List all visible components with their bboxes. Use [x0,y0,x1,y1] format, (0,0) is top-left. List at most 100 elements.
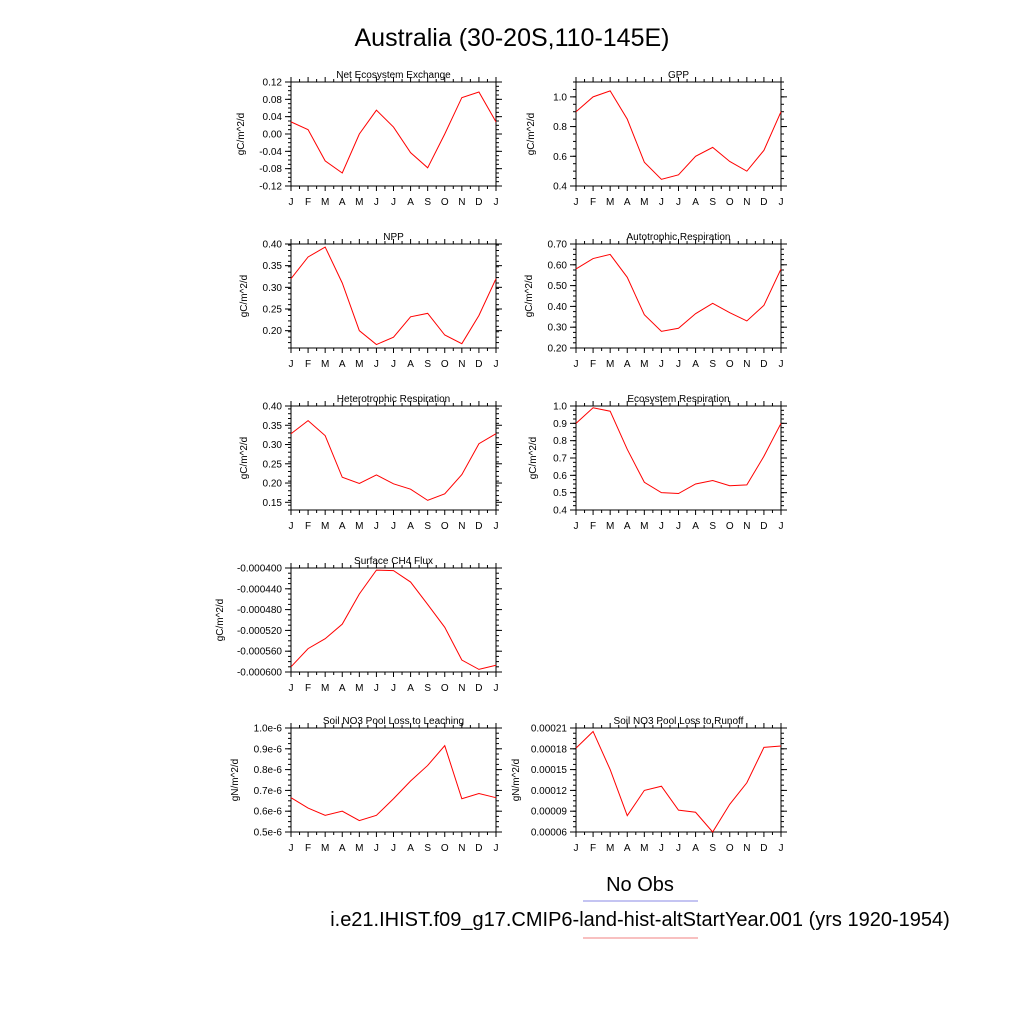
x-tick-label: J [676,359,681,370]
x-tick-label: J [494,843,499,854]
x-tick-label: J [494,197,499,208]
x-tick-label: J [289,683,294,694]
y-tick-label: 0.40 [548,302,568,313]
y-tick-label: 0.00 [263,130,283,141]
x-tick-label: J [574,359,579,370]
y-tick-label: 0.15 [263,498,283,509]
x-tick-label: A [407,197,414,208]
x-tick-label: J [391,521,396,532]
x-tick-label: O [726,843,734,854]
series-line [575,253,782,332]
x-tick-label: J [494,359,499,370]
y-tick-label: 0.00021 [531,724,568,735]
x-tick-label: J [391,843,396,854]
x-tick-label: O [441,683,449,694]
y-tick-label: 0.5e-6 [254,828,283,839]
x-tick-label: A [339,521,346,532]
x-tick-label: O [441,197,449,208]
y-tick-label: 0.00018 [531,744,568,755]
x-tick-label: J [659,359,664,370]
x-tick-label: A [692,359,699,370]
x-tick-label: J [676,843,681,854]
x-tick-label: F [305,197,311,208]
x-tick-label: J [494,521,499,532]
y-tick-label: 0.12 [263,78,283,89]
x-tick-label: M [321,843,329,854]
x-tick-label: J [659,197,664,208]
x-tick-label: S [709,521,716,532]
y-tick-label: 1.0e-6 [254,724,283,735]
x-tick-label: M [640,521,648,532]
y-tick-label: 0.40 [263,240,283,251]
x-tick-label: D [475,843,482,854]
y-tick-label: 0.00012 [531,786,568,797]
x-tick-label: D [475,359,482,370]
x-tick-label: J [494,683,499,694]
y-tick-label: 0.00006 [531,828,568,839]
panel-title: NPP [383,232,404,243]
x-tick-label: O [441,359,449,370]
x-tick-label: M [355,359,363,370]
x-tick-label: J [659,521,664,532]
y-tick-label: -0.000600 [237,668,282,679]
x-tick-label: F [590,359,596,370]
x-tick-label: M [606,197,614,208]
x-tick-label: J [374,521,379,532]
x-tick-label: A [407,359,414,370]
x-tick-label: J [289,843,294,854]
y-axis-label: gC/m^2/d [236,113,247,156]
x-tick-label: J [391,683,396,694]
plot-frame [575,727,782,833]
x-tick-label: N [743,359,750,370]
x-tick-label: J [374,359,379,370]
x-tick-label: M [606,359,614,370]
x-tick-label: J [779,359,784,370]
panel-title: Surface CH4 Flux [354,556,433,567]
x-tick-label: A [692,521,699,532]
x-tick-label: J [374,683,379,694]
plot-frame [575,81,782,187]
x-tick-label: A [692,843,699,854]
x-tick-label: S [709,197,716,208]
x-tick-label: D [760,843,767,854]
x-tick-label: J [574,521,579,532]
y-tick-label: 0.35 [263,421,283,432]
x-tick-label: F [305,521,311,532]
y-tick-label: -0.08 [259,164,282,175]
x-tick-label: S [424,359,431,370]
y-axis-label: gN/m^2/d [511,759,522,802]
x-tick-label: M [321,359,329,370]
y-axis-label: gC/m^2/d [526,113,537,156]
x-tick-label: J [779,521,784,532]
y-tick-label: 0.9e-6 [254,744,283,755]
y-tick-label: 0.08 [263,95,283,106]
y-tick-label: -0.000440 [237,584,282,595]
y-tick-label: 0.35 [263,261,283,272]
y-tick-label: 0.70 [548,240,568,251]
y-tick-label: 0.25 [263,459,283,470]
x-tick-label: M [355,843,363,854]
y-tick-label: 0.7e-6 [254,786,283,797]
y-axis-label: gC/m^2/d [239,437,250,480]
x-tick-label: D [475,683,482,694]
x-tick-label: M [355,197,363,208]
x-tick-label: M [321,521,329,532]
x-tick-label: S [424,197,431,208]
x-tick-label: O [726,521,734,532]
y-tick-label: 0.20 [263,479,283,490]
x-tick-label: M [355,683,363,694]
x-tick-label: N [458,197,465,208]
plot-frame [290,727,497,833]
x-tick-label: S [424,683,431,694]
x-tick-label: J [574,843,579,854]
panel-title: Net Ecosystem Exchange [336,70,451,81]
x-tick-label: A [692,197,699,208]
y-tick-label: 1.0 [553,402,567,413]
x-tick-label: F [305,843,311,854]
y-axis-label: gC/m^2/d [524,275,535,318]
